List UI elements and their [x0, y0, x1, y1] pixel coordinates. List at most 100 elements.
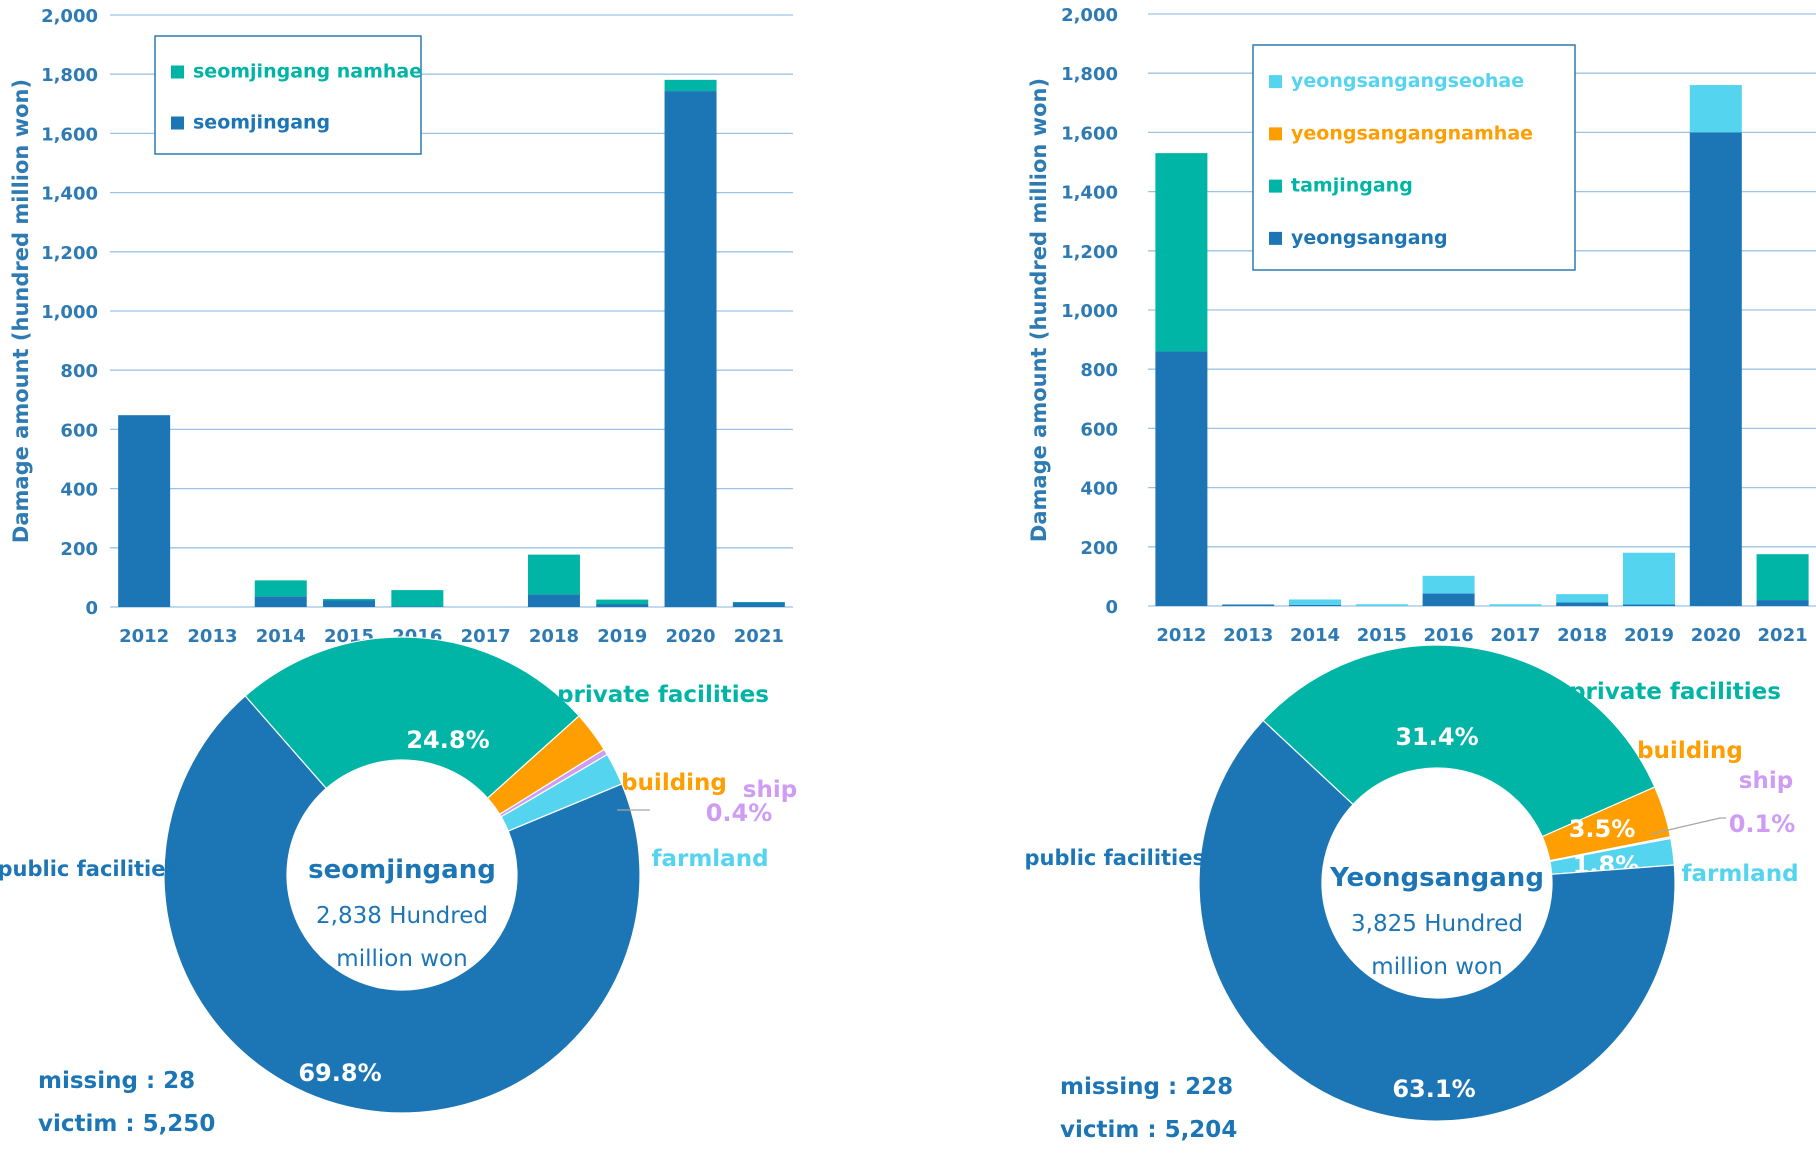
y-tick-label: 1,200	[41, 243, 98, 264]
bar-seomjingang-namhae-2018	[527, 554, 580, 595]
ship-leader-line	[1650, 817, 1726, 835]
donut-center-unit: million won	[336, 946, 467, 972]
legend-box	[1252, 44, 1576, 271]
legend-label-yeongsangangseohae: yeongsangangseohae	[1291, 70, 1524, 92]
bar-yeongsangang-2019	[1623, 604, 1675, 606]
donut-center-total: 2,838 Hundred	[316, 903, 488, 929]
percent-label-private-facilities: 24.8%	[406, 726, 489, 754]
donut-center-title: Yeongsangang	[1329, 863, 1544, 893]
bar-yeongsangang-2020	[1689, 132, 1742, 606]
x-tick-label: 2020	[1691, 625, 1741, 646]
x-tick-label: 2018	[529, 626, 579, 647]
percent-label-ship: 0.1%	[1729, 810, 1796, 838]
y-tick-label: 1,800	[1061, 64, 1118, 85]
legend-label-yeongsangang: yeongsangang	[1291, 227, 1448, 249]
y-tick-label: 600	[60, 420, 98, 441]
bar-seomjingang-2020	[664, 91, 717, 607]
donut-chart-yeongsangang: 31.4% private facilities 3.5% building 0.1% s…	[1025, 644, 1799, 1143]
category-label-ship: ship	[1739, 768, 1793, 794]
bar-yeongsangang-2013	[1222, 604, 1275, 606]
donut-center-unit: million won	[1371, 954, 1502, 980]
bar-tamjingang-2021	[1756, 554, 1809, 601]
percent-label-public-facilities: 63.1%	[1392, 1075, 1475, 1103]
category-label-public-facilities: public facilities	[1025, 846, 1206, 870]
legend-label-seomjingang-namhae: seomjingang namhae	[193, 61, 422, 83]
x-tick-label: 2012	[1156, 625, 1206, 646]
bar-yeongsangang-2016	[1422, 593, 1475, 606]
x-tick-label: 2018	[1557, 625, 1607, 646]
y-tick-label: 400	[1080, 479, 1118, 500]
category-label-ship: ship	[743, 777, 797, 803]
y-tick-label: 400	[60, 480, 98, 501]
legend-label-yeongsangangnamhae: yeongsangangnamhae	[1291, 122, 1533, 144]
x-tick-label: 2013	[187, 626, 237, 647]
y-axis-label: Damage amount (hundred million won)	[1027, 78, 1051, 542]
category-label-farmland: farmland	[651, 846, 768, 872]
legend-label-seomjingang: seomjingang	[193, 112, 330, 134]
y-tick-label: 1,200	[1061, 242, 1118, 263]
legend-swatch	[1269, 179, 1282, 193]
x-tick-label: 2016	[1424, 625, 1474, 646]
legend-label-tamjingang: tamjingang	[1291, 175, 1413, 197]
bar-yeongsangang-2021	[1756, 600, 1809, 606]
percent-label-private-facilities: 31.4%	[1395, 723, 1478, 751]
legend-swatch	[1269, 127, 1282, 141]
x-tick-label: 2017	[1490, 625, 1540, 646]
x-tick-label: 2019	[1624, 625, 1674, 646]
category-label-building: building	[1637, 738, 1743, 764]
bar-yeongsangang-2018	[1556, 602, 1609, 606]
category-label-public-facilities: public facilities	[0, 857, 178, 881]
missing-count: missing : 228	[1060, 1074, 1233, 1100]
percent-label-ship: 0.4%	[706, 799, 773, 827]
bar-seomjingang-2019	[596, 604, 649, 607]
y-tick-label: 200	[1080, 538, 1118, 559]
donut-chart-seomjingang: 24.8%private facilities2.8%building0.4%s…	[0, 636, 797, 1137]
bar-seomjingang-2014	[254, 596, 307, 607]
bar-yeongsangang-2012	[1155, 351, 1208, 606]
bar-seomjingang-2016	[391, 606, 444, 607]
y-tick-label: 1,000	[41, 302, 98, 323]
x-tick-label: 2019	[597, 626, 647, 647]
bar-yeongsangangseohae-2016	[1422, 575, 1475, 594]
y-tick-label: 1,000	[1061, 301, 1118, 322]
percent-label-building: 3.5%	[1569, 815, 1636, 843]
legend-swatch	[171, 65, 184, 79]
y-tick-label: 600	[1080, 419, 1118, 440]
x-tick-label: 2021	[1758, 625, 1808, 646]
x-tick-label: 2013	[1223, 625, 1273, 646]
bar-seomjingang-namhae-2019	[596, 599, 649, 605]
x-tick-label: 2020	[665, 626, 715, 647]
donut-slice-public-facilities	[1198, 719, 1676, 1122]
bar-chart-yeongsangang: 0 200 400 600 800 1,000 1,200 1,400 1,600 1,800 2,…	[1027, 5, 1816, 646]
bar-seomjingang-2018	[527, 594, 580, 607]
donut-center-title: seomjingang	[308, 855, 496, 885]
bar-seomjingang-namhae-2021	[732, 601, 785, 603]
bar-yeongsangangseohae-2015	[1355, 604, 1408, 606]
bar-yeongsangangseohae-2018	[1556, 594, 1609, 603]
victim-count: victim : 5,250	[38, 1111, 215, 1137]
y-tick-label: 2,000	[1061, 5, 1118, 26]
y-tick-label: 0	[1105, 597, 1118, 618]
bar-seomjingang-namhae-2014	[254, 580, 307, 597]
bar-seomjingang-2021	[732, 602, 785, 607]
donut-center-total: 3,825 Hundred	[1351, 911, 1523, 937]
percent-label-public-facilities: 69.8%	[298, 1059, 381, 1087]
x-tick-label: 2015	[1357, 625, 1407, 646]
y-tick-label: 1,400	[41, 184, 98, 205]
x-tick-label: 2012	[119, 626, 169, 647]
y-tick-label: 1,600	[1061, 123, 1118, 144]
bar-seomjingang-namhae-2015	[323, 599, 376, 601]
y-tick-label: 200	[60, 539, 98, 560]
legend-swatch	[1269, 75, 1282, 89]
y-tick-label: 0	[85, 598, 98, 619]
bar-seomjingang-2012	[118, 415, 171, 607]
legend-swatch	[171, 116, 184, 130]
x-tick-label: 2014	[1290, 625, 1340, 646]
y-axis-label: Damage amount (hundred million won)	[9, 79, 33, 543]
donut-slice-private-facilities	[1262, 644, 1656, 838]
bar-seomjingang-namhae-2016	[391, 590, 444, 607]
donut-slice-public-facilities	[163, 695, 641, 1114]
bar-tamjingang-2012	[1155, 153, 1208, 352]
category-label-farmland: farmland	[1681, 861, 1798, 887]
